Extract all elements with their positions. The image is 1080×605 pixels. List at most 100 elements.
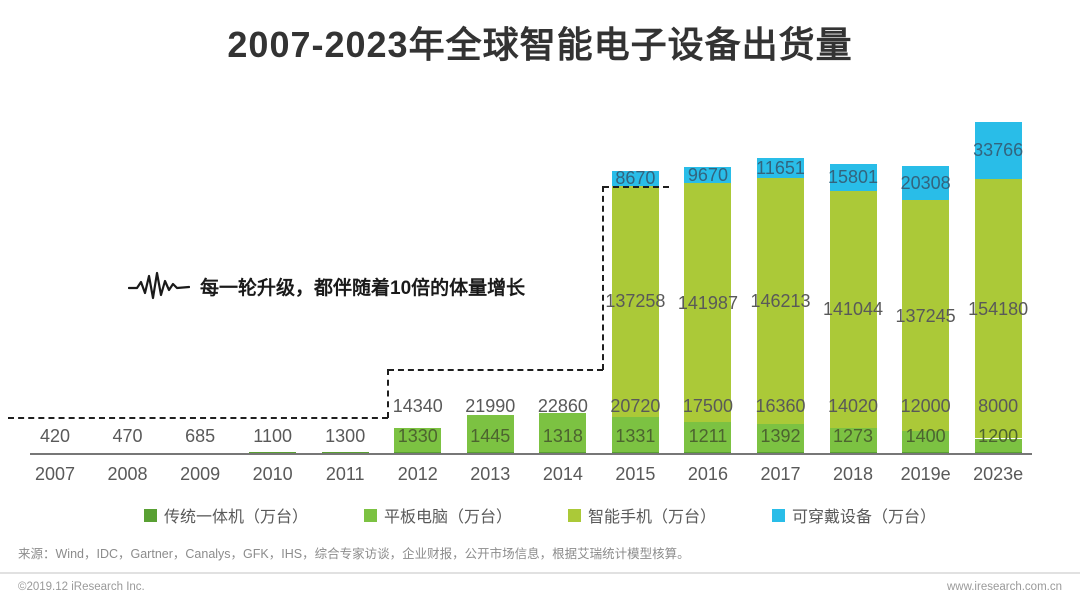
footer-website: www.iresearch.com.cn (946, 581, 1062, 593)
x-axis-label-2009: 2009 (180, 464, 221, 484)
value-label-smartphone-2015: 137258 (605, 291, 666, 312)
legend-item-wearable: 可穿戴设备（万台） (772, 503, 936, 527)
legend-swatch-legacy (143, 508, 157, 522)
dashed-step-line-level2 (388, 369, 603, 371)
value-label-wearable-2016: 9670 (687, 165, 728, 186)
bar-segment-legacy-2023e (974, 451, 1022, 454)
value-label-wearable-2015: 8670 (615, 168, 656, 189)
footer-copyright: ©2019.12 iResearch Inc. (18, 581, 145, 593)
chart-title: 2007-2023年全球智能电子设备出货量 (227, 24, 853, 65)
bar-segment-smartphone-2016 (684, 183, 732, 423)
bar-segment-legacy-2016 (684, 451, 732, 454)
value-label-tablet-2015: 20720 (610, 396, 661, 416)
bar-segment-wearable-2017 (757, 158, 804, 178)
value-label-tablet-2019e: 12000 (900, 396, 951, 416)
legend-item-smartphone: 智能手机（万台） (568, 503, 716, 527)
value-label-wearable-2017: 11651 (756, 157, 805, 178)
bar-segment-smartphone-2018 (829, 190, 877, 429)
legend-label-tablet: 平板电脑（万台） (383, 509, 512, 526)
chart-legend: 传统一体机（万台） 平板电脑（万台） 智能手机（万台） 可穿戴设备（万台） (0, 503, 1080, 527)
legend-swatch-wearable (772, 508, 786, 522)
value-label-legacy-2010: 1100 (253, 426, 292, 446)
legend-swatch-tablet (363, 508, 377, 522)
value-label-wearable-2023e: 33766 (973, 140, 1024, 161)
legend-item-legacy: 传统一体机（万台） (143, 503, 308, 527)
bar-segment-tablet-2012 (394, 427, 442, 452)
value-label-legacy-2009: 685 (185, 426, 216, 446)
annotation: 每一轮升级，都伴随着10倍的体量增长 (128, 268, 525, 304)
footer-divider (0, 572, 1080, 574)
x-axis-label-2008: 2008 (107, 464, 148, 484)
bar-segment-legacy-2019e (902, 451, 950, 454)
x-axis-label-2019e: 2019e (900, 464, 951, 484)
x-axis-label-2010: 2010 (252, 464, 293, 484)
value-label-tablet-2016: 17500 (682, 396, 733, 416)
value-label-legacy-2011: 1300 (325, 426, 366, 446)
value-label-legacy-2014: 1318 (542, 426, 583, 446)
value-label-tablet-2023e: 8000 (978, 396, 1019, 416)
bar-segment-tablet-2016 (684, 422, 732, 452)
x-axis-label-2018: 2018 (833, 464, 874, 484)
x-axis-label-2012: 2012 (397, 464, 438, 484)
value-label-tablet-2017: 16360 (755, 396, 806, 416)
value-label-legacy-2012: 1330 (397, 426, 438, 446)
bar-segment-legacy-2012 (394, 451, 442, 454)
source-note: 来源：Wind，IDC，Gartner，Canalys，GFK，IHS，综合专家… (18, 547, 690, 561)
value-label-legacy-2013: 1445 (470, 426, 511, 446)
bar-segment-smartphone-2015 (611, 185, 659, 417)
value-label-smartphone-2017: 146213 (750, 290, 811, 311)
value-label-smartphone-2023e: 154180 (968, 298, 1029, 319)
x-axis-label-2016: 2016 (687, 464, 728, 484)
bar-segment-tablet-2018 (829, 428, 877, 452)
bar-segment-tablet-2017 (757, 424, 804, 452)
value-label-tablet-2013: 21990 (465, 396, 516, 416)
value-label-wearable-2019e: 20308 (900, 173, 951, 194)
bar-segment-tablet-2015 (611, 416, 659, 452)
bar-segment-smartphone-2019e (902, 200, 950, 432)
dashed-step-riser1 (387, 369, 389, 418)
value-label-tablet-2014: 22860 (537, 396, 588, 416)
dashed-step-line-level1 (8, 417, 388, 419)
value-label-legacy-2008: 470 (112, 426, 143, 446)
x-axis-label-2013: 2013 (470, 464, 511, 484)
legend-swatch-smartphone (568, 508, 581, 522)
legend-label-legacy: 传统一体机（万台） (163, 509, 308, 526)
bar-segment-legacy-2015 (611, 451, 659, 454)
bar-segment-smartphone-2017 (757, 177, 804, 425)
bar-segment-tablet-2013 (466, 414, 514, 452)
bar-segment-legacy-2017 (757, 451, 804, 454)
x-axis-label-2023e: 2023e (973, 464, 1024, 484)
bar-segment-wearable-2023e (974, 121, 1022, 179)
bar-segment-legacy-2013 (466, 451, 514, 454)
value-label-legacy-2019e: 1400 (905, 426, 946, 446)
bar-segment-tablet-2019e (902, 431, 950, 452)
value-label-legacy-2017: 1392 (760, 426, 801, 446)
value-label-wearable-2018: 15801 (828, 167, 879, 188)
bar-segment-wearable-2015 (611, 171, 659, 186)
bar-segment-legacy-2014 (539, 451, 587, 454)
bar-segment-tablet-2014 (539, 413, 587, 452)
value-label-legacy-2015: 1331 (615, 426, 656, 446)
value-label-tablet-2018: 14020 (828, 396, 879, 416)
value-label-legacy-2007: 420 (39, 426, 71, 446)
dashed-step-riser2 (602, 186, 604, 370)
bar-segment-wearable-2016 (684, 166, 732, 184)
bar-segment-smartphone-2023e (974, 178, 1022, 439)
x-axis-label-2017: 2017 (760, 464, 801, 484)
annotation-text: 每一轮升级，都伴随着10倍的体量增长 (200, 277, 526, 299)
x-axis-line (30, 453, 1032, 455)
bar-segment-tablet-2023e (974, 438, 1022, 452)
bar-segment-wearable-2018 (829, 163, 877, 191)
bar-segment-legacy-2011 (321, 451, 369, 454)
bar-segment-legacy-2018 (829, 451, 877, 454)
x-axis-label-2007: 2007 (34, 464, 76, 484)
dashed-step-line-level3 (603, 186, 669, 188)
bar-segment-wearable-2019e (902, 165, 950, 201)
seismic-squiggle-icon (128, 271, 190, 300)
legend-item-tablet: 平板电脑（万台） (363, 503, 512, 527)
value-label-smartphone-2018: 141044 (823, 299, 884, 320)
legend-label-wearable: 可穿戴设备（万台） (792, 509, 937, 526)
value-label-smartphone-2016: 141987 (677, 292, 738, 313)
